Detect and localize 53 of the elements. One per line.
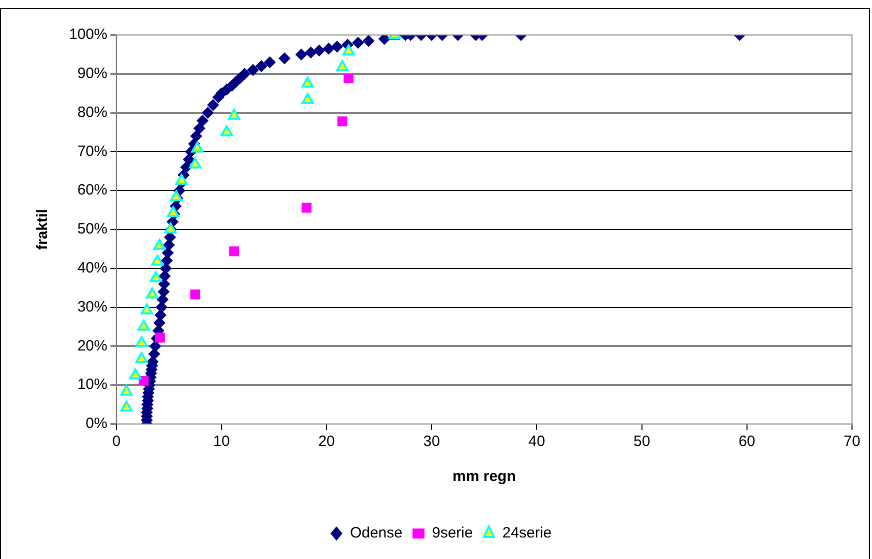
x-tick-label: 10 xyxy=(213,433,230,450)
point xyxy=(344,73,354,84)
y-tick-label: 30% xyxy=(77,298,108,316)
point xyxy=(190,290,200,300)
point xyxy=(220,125,233,136)
x-tick-label: 70 xyxy=(844,433,860,450)
x-tick-label: 20 xyxy=(318,433,335,450)
point xyxy=(135,336,148,348)
legend-label: 24serie xyxy=(502,524,552,542)
point xyxy=(170,190,182,202)
point xyxy=(120,384,133,396)
y-tick-label: 90% xyxy=(77,65,108,82)
y-tick-label: 70% xyxy=(77,142,108,160)
x-tick-label: 0 xyxy=(112,433,121,450)
legend-label: 9serie xyxy=(432,524,473,542)
point xyxy=(228,108,240,120)
point xyxy=(301,76,314,88)
y-tick-label: 40% xyxy=(77,260,108,277)
point xyxy=(175,174,188,185)
y-tick-label: 0% xyxy=(86,415,108,432)
point xyxy=(146,287,158,298)
x-axis-title: mm regn xyxy=(452,468,516,486)
point xyxy=(129,368,142,380)
y-tick-label: 10% xyxy=(77,376,108,394)
point xyxy=(337,116,348,126)
x-tick-label: 50 xyxy=(633,433,650,450)
y-tick-label: 50% xyxy=(77,220,108,238)
point xyxy=(302,202,312,213)
point xyxy=(140,303,154,314)
point xyxy=(229,246,240,256)
point xyxy=(155,332,165,343)
point xyxy=(191,142,204,153)
legend-label: Odense xyxy=(350,524,403,542)
y-tick-label: 20% xyxy=(77,337,108,354)
point xyxy=(137,320,150,331)
y-axis-title: fraktil xyxy=(34,209,52,250)
point xyxy=(342,44,355,56)
point xyxy=(138,376,149,386)
x-tick-label: 60 xyxy=(738,433,756,450)
point xyxy=(150,271,162,282)
point xyxy=(151,254,164,266)
point xyxy=(166,206,180,218)
point xyxy=(153,238,166,250)
y-tick-label: 100% xyxy=(68,26,108,44)
point xyxy=(301,92,314,104)
x-tick-label: 40 xyxy=(528,433,546,450)
x-tick-label: 30 xyxy=(423,433,440,450)
y-tick-label: 80% xyxy=(77,104,108,121)
point xyxy=(135,352,148,364)
y-tick-label: 60% xyxy=(77,182,108,199)
point xyxy=(120,400,133,412)
point xyxy=(188,158,202,169)
point xyxy=(336,60,349,72)
